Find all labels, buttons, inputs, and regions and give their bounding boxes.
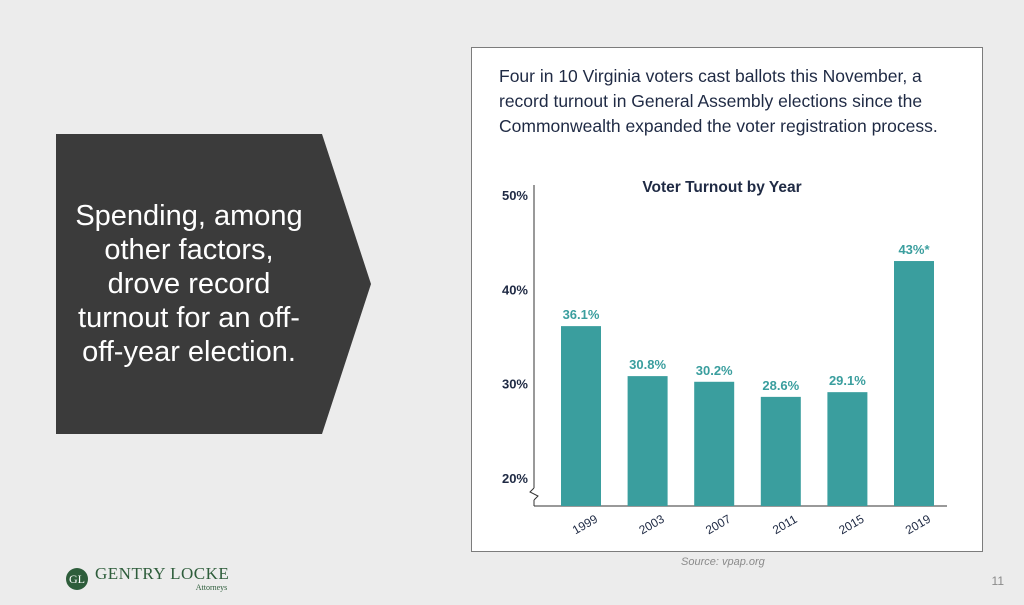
bar (894, 261, 934, 506)
logo-subtitle: Attorneys (195, 583, 228, 592)
x-tick-label: 2003 (637, 512, 667, 538)
chart-title: Voter Turnout by Year (642, 179, 801, 196)
bar (561, 326, 601, 506)
gentry-locke-logo: GL GENTRY LOCKE Attorneys (66, 562, 229, 596)
y-tick-label: 40% (502, 282, 528, 297)
x-tick-label: 2015 (836, 512, 866, 538)
source-note: Source: vpap.org (681, 556, 765, 568)
data-label: 30.8% (629, 357, 666, 372)
x-tick-label: 2011 (770, 512, 800, 537)
logo-emblem-icon: GL (66, 568, 88, 590)
data-label: 36.1% (563, 307, 600, 322)
y-tick-label: 50% (502, 188, 528, 203)
logo-name: GENTRY LOCKE (95, 564, 230, 583)
chart-panel: Four in 10 Virginia voters cast ballots … (471, 47, 983, 552)
y-tick-label: 30% (502, 377, 528, 392)
x-tick-label: 2007 (703, 512, 733, 538)
y-axis-break-icon (529, 487, 539, 501)
callout-box: Spending, among other factors, drove rec… (56, 134, 371, 434)
data-label: 29.1% (829, 373, 866, 388)
bar-chart: Voter Turnout by Year 20% 30% 40% 50% 36.1% 19… (502, 179, 947, 538)
y-tick-label: 20% (502, 471, 528, 486)
headline-text: Four in 10 Virginia voters cast ballots … (499, 66, 938, 136)
callout-text: Spending, among other factors, drove rec… (75, 200, 303, 368)
bar (627, 376, 668, 506)
bar (827, 392, 868, 506)
page-number: 11 (991, 574, 1004, 588)
bar (760, 396, 801, 506)
callout-arrow-shape (56, 134, 371, 434)
data-label: 30.2% (696, 363, 733, 378)
data-label: 28.6% (762, 378, 799, 393)
logo-wordmark: GENTRY LOCKE Attorneys (95, 565, 229, 593)
x-tick-label: 2019 (903, 512, 933, 538)
data-label: 43%* (898, 242, 930, 257)
bar (694, 381, 735, 506)
x-tick-label: 1999 (570, 512, 600, 538)
